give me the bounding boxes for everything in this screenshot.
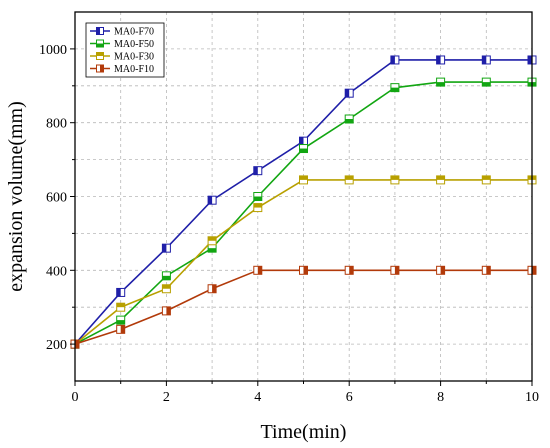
y-tick-label: 600 xyxy=(46,191,67,206)
data-point xyxy=(253,203,263,213)
data-point xyxy=(481,55,491,65)
y-tick-label: 200 xyxy=(46,338,67,353)
data-point xyxy=(161,306,171,316)
data-point xyxy=(96,52,104,60)
data-point xyxy=(116,302,126,312)
data-point xyxy=(161,243,171,253)
data-point xyxy=(299,136,308,146)
legend-label: MA0-F30 xyxy=(114,52,154,63)
legend-label: MA0-F50 xyxy=(114,39,154,50)
data-point xyxy=(207,195,217,205)
legend-label: MA0-F10 xyxy=(114,64,154,75)
y-axis-title: expansion volume(mm) xyxy=(5,101,27,292)
data-point xyxy=(116,315,126,325)
legend-item: MA0-F50 xyxy=(90,39,154,50)
legend-item: MA0-F30 xyxy=(90,52,154,63)
data-point xyxy=(253,166,263,176)
grid xyxy=(75,12,532,381)
axis-ticks: 0 2 4 6 8 10 200 400 600 800 1000 xyxy=(39,43,539,405)
data-point xyxy=(436,77,446,87)
data-point xyxy=(344,175,354,185)
data-point xyxy=(299,144,308,154)
data-point xyxy=(253,265,263,275)
data-point xyxy=(390,265,400,275)
data-point xyxy=(481,77,491,87)
data-point xyxy=(344,265,354,275)
data-point xyxy=(436,175,446,185)
series-ma0-f70 xyxy=(70,55,537,349)
data-point xyxy=(481,175,491,185)
data-point xyxy=(299,175,308,185)
data-point xyxy=(207,243,217,253)
data-point xyxy=(390,175,400,185)
data-point xyxy=(390,83,400,93)
data-point xyxy=(253,192,263,201)
data-point xyxy=(116,287,126,297)
series-ma0-f50 xyxy=(70,77,537,349)
x-tick-label: 0 xyxy=(72,390,79,405)
series-layer xyxy=(70,55,537,349)
data-point xyxy=(207,236,217,246)
data-point xyxy=(161,284,171,294)
data-point xyxy=(344,88,354,98)
data-point xyxy=(390,55,400,65)
data-point xyxy=(299,265,308,275)
data-point xyxy=(96,39,104,48)
x-tick-label: 8 xyxy=(437,390,444,405)
y-tick-label: 800 xyxy=(46,117,67,132)
data-point xyxy=(116,324,126,334)
legend-item: MA0-F10 xyxy=(90,64,154,75)
legend-item: MA0-F70 xyxy=(90,27,154,38)
y-tick-label: 1000 xyxy=(39,43,67,58)
series-ma0-f30 xyxy=(70,175,537,349)
x-tick-label: 6 xyxy=(346,390,353,405)
data-point xyxy=(436,55,446,65)
x-tick-label: 2 xyxy=(163,390,170,405)
x-axis-title: Time(min) xyxy=(261,421,347,443)
data-point xyxy=(481,265,491,275)
y-tick-label: 400 xyxy=(46,264,67,279)
data-point xyxy=(207,284,217,294)
x-tick-label: 10 xyxy=(525,390,539,405)
data-point xyxy=(344,114,354,124)
data-point xyxy=(96,64,104,73)
data-point xyxy=(96,27,104,35)
data-point xyxy=(436,265,446,275)
legend-label: MA0-F70 xyxy=(114,27,154,38)
x-tick-label: 4 xyxy=(254,390,261,405)
data-point xyxy=(161,271,171,281)
